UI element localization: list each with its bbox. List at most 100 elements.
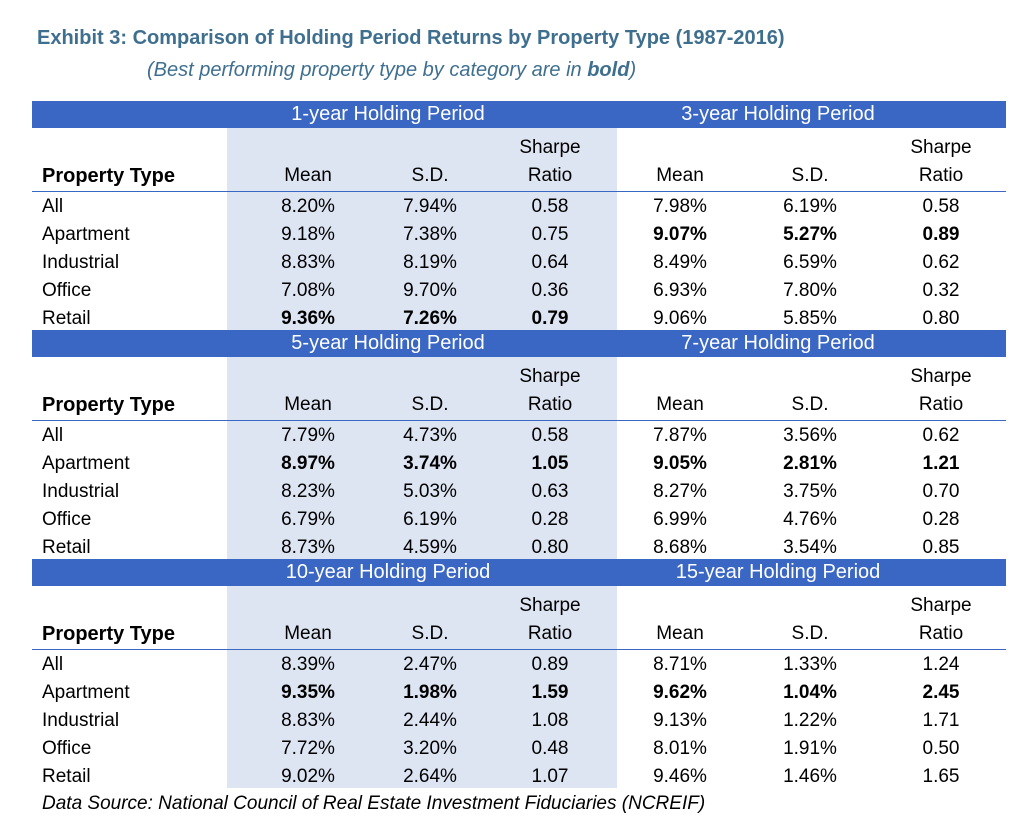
right-sd-header: S.D. bbox=[791, 165, 829, 186]
left-mean-header: Mean bbox=[284, 165, 332, 186]
row-label-apartment: Apartment bbox=[42, 224, 130, 245]
left-industrial-sd-cell: 8.19% bbox=[403, 252, 457, 273]
left-sd-header: S.D. bbox=[411, 165, 449, 186]
right-sharpe-header-top: Sharpe bbox=[910, 595, 972, 616]
left-period-title: 5-year Holding Period bbox=[291, 332, 485, 354]
left-retail-sharpe-cell: 1.07 bbox=[531, 766, 569, 787]
row-label-industrial: Industrial bbox=[42, 710, 120, 731]
right-industrial-sd-cell: 3.75% bbox=[783, 481, 837, 502]
right-apartment-sd-cell: 1.04% bbox=[783, 682, 837, 703]
property-type-header: Property Type bbox=[42, 623, 175, 645]
left-retail-mean-cell: 9.02% bbox=[281, 766, 335, 787]
right-office-sd-cell: 4.76% bbox=[783, 509, 837, 530]
left-industrial-mean-cell: 8.83% bbox=[281, 710, 335, 731]
section-header-band bbox=[32, 559, 1006, 586]
left-apartment-mean-cell: 9.18% bbox=[281, 224, 335, 245]
right-industrial-mean-cell: 9.13% bbox=[653, 710, 707, 731]
left-apartment-sd-cell: 7.38% bbox=[403, 224, 457, 245]
holding-period-section: 10-year Holding Period 15-year Holding Pe… bbox=[32, 559, 1006, 788]
left-industrial-sharpe-cell: 1.08 bbox=[531, 710, 569, 731]
right-apartment-sharpe-cell: 2.45 bbox=[922, 682, 960, 703]
left-all-mean-cell: 8.39% bbox=[281, 654, 335, 675]
right-retail-sd-cell: 3.54% bbox=[783, 537, 837, 558]
right-industrial-sd-cell: 6.59% bbox=[783, 252, 837, 273]
right-period-title: 3-year Holding Period bbox=[681, 103, 875, 125]
row-label-all: All bbox=[42, 654, 64, 675]
left-office-mean-cell: 7.08% bbox=[281, 280, 335, 301]
subtitle-prefix: (Best performing property type by catego… bbox=[147, 59, 588, 81]
right-office-mean-cell: 8.01% bbox=[653, 738, 707, 759]
right-mean-header: Mean bbox=[656, 394, 704, 415]
right-office-mean-cell: 6.99% bbox=[653, 509, 707, 530]
right-apartment-sharpe-cell: 0.89 bbox=[922, 224, 960, 245]
left-industrial-sharpe-cell: 0.64 bbox=[531, 252, 569, 273]
right-all-sd-cell: 6.19% bbox=[783, 196, 837, 217]
left-office-sharpe-cell: 0.36 bbox=[531, 280, 569, 301]
holding-period-section: 5-year Holding Period 7-year Holding Peri… bbox=[32, 330, 1006, 559]
right-all-mean-cell: 7.98% bbox=[653, 196, 707, 217]
left-apartment-mean-cell: 9.35% bbox=[281, 682, 335, 703]
right-sharpe-header-bottom: Ratio bbox=[918, 623, 964, 644]
left-office-mean-cell: 7.72% bbox=[281, 738, 335, 759]
right-apartment-sd-cell: 2.81% bbox=[783, 453, 837, 474]
left-mean-header: Mean bbox=[284, 394, 332, 415]
left-period-title: 10-year Holding Period bbox=[285, 561, 491, 583]
shaded-column-group bbox=[227, 586, 617, 788]
row-label-retail: Retail bbox=[42, 766, 91, 787]
row-label-office: Office bbox=[42, 509, 92, 530]
left-apartment-sd-cell: 1.98% bbox=[403, 682, 457, 703]
right-apartment-mean-cell: 9.07% bbox=[653, 224, 707, 245]
left-industrial-sharpe-cell: 0.63 bbox=[531, 481, 569, 502]
property-type-header: Property Type bbox=[42, 394, 175, 416]
right-apartment-mean-cell: 9.05% bbox=[653, 453, 707, 474]
row-label-all: All bbox=[42, 425, 64, 446]
right-mean-header: Mean bbox=[656, 165, 704, 186]
data-source-footer: Data Source: National Council of Real Es… bbox=[42, 793, 706, 814]
left-retail-mean-cell: 8.73% bbox=[281, 537, 335, 558]
left-all-sharpe-cell: 0.89 bbox=[531, 654, 569, 675]
property-type-header: Property Type bbox=[42, 165, 175, 187]
right-office-mean-cell: 6.93% bbox=[653, 280, 707, 301]
header-divider bbox=[32, 191, 1006, 192]
left-retail-sharpe-cell: 0.80 bbox=[531, 537, 569, 558]
right-retail-mean-cell: 9.46% bbox=[653, 766, 707, 787]
right-apartment-sharpe-cell: 1.21 bbox=[922, 453, 960, 474]
left-retail-sd-cell: 4.59% bbox=[403, 537, 457, 558]
left-sharpe-header-bottom: Ratio bbox=[527, 623, 573, 644]
right-office-sharpe-cell: 0.28 bbox=[922, 509, 960, 530]
left-sharpe-header-bottom: Ratio bbox=[527, 165, 573, 186]
header-divider bbox=[32, 649, 1006, 650]
left-sd-header: S.D. bbox=[411, 623, 449, 644]
right-sd-header: S.D. bbox=[791, 623, 829, 644]
right-office-sharpe-cell: 0.50 bbox=[922, 738, 960, 759]
shaded-column-group bbox=[227, 128, 617, 330]
right-office-sharpe-cell: 0.32 bbox=[922, 280, 960, 301]
right-mean-header: Mean bbox=[656, 623, 704, 644]
section-header-band bbox=[32, 101, 1006, 128]
right-retail-mean-cell: 8.68% bbox=[653, 537, 707, 558]
right-period-title: 15-year Holding Period bbox=[675, 561, 881, 583]
left-retail-mean-cell: 9.36% bbox=[281, 308, 335, 329]
left-sharpe-header-bottom: Ratio bbox=[527, 394, 573, 415]
left-all-sd-cell: 4.73% bbox=[403, 425, 457, 446]
exhibit-title: Exhibit 3: Comparison of Holding Period … bbox=[37, 27, 785, 49]
right-retail-sharpe-cell: 1.65 bbox=[922, 766, 960, 787]
left-all-mean-cell: 7.79% bbox=[281, 425, 335, 446]
right-industrial-mean-cell: 8.49% bbox=[653, 252, 707, 273]
left-all-sharpe-cell: 0.58 bbox=[531, 425, 569, 446]
right-retail-mean-cell: 9.06% bbox=[653, 308, 707, 329]
row-label-apartment: Apartment bbox=[42, 682, 130, 703]
right-sharpe-header-top: Sharpe bbox=[910, 137, 972, 158]
subtitle-suffix: ) bbox=[629, 59, 637, 81]
left-office-sd-cell: 6.19% bbox=[403, 509, 457, 530]
right-industrial-sd-cell: 1.22% bbox=[783, 710, 837, 731]
left-sharpe-header-top: Sharpe bbox=[519, 366, 581, 387]
row-label-office: Office bbox=[42, 280, 92, 301]
row-label-office: Office bbox=[42, 738, 92, 759]
left-retail-sd-cell: 2.64% bbox=[403, 766, 457, 787]
right-apartment-sd-cell: 5.27% bbox=[783, 224, 837, 245]
shaded-column-group bbox=[227, 357, 617, 559]
right-sd-header: S.D. bbox=[791, 394, 829, 415]
right-all-sd-cell: 1.33% bbox=[783, 654, 837, 675]
right-sharpe-header-bottom: Ratio bbox=[918, 394, 964, 415]
